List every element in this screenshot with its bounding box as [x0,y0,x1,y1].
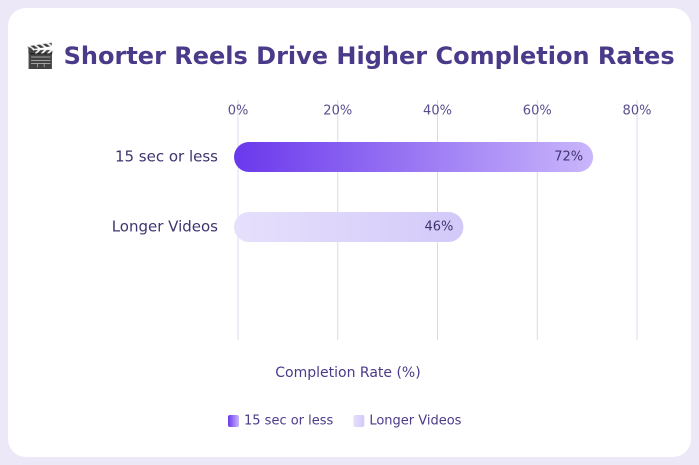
chart-title: 🎬 Shorter Reels Drive Higher Completion … [25,42,674,70]
x-tick-label: 40% [423,104,452,119]
value-label: 72% [554,150,583,165]
x-tick-label: 80% [623,104,652,119]
y-tick-label: Longer Videos [112,218,218,236]
x-tick-label: 60% [523,104,552,119]
y-tick-label: 15 sec or less [115,148,218,166]
x-tick-label: 20% [323,104,352,119]
legend-swatch [228,415,239,427]
legend-label: 15 sec or less [244,414,334,429]
bar [234,212,464,242]
legend-swatch [353,415,365,427]
legend-label: Longer Videos [369,414,461,429]
x-axis-label: Completion Rate (%) [275,365,420,381]
bar [234,142,594,172]
value-label: 46% [425,220,454,235]
x-tick-label: 0% [228,104,249,119]
